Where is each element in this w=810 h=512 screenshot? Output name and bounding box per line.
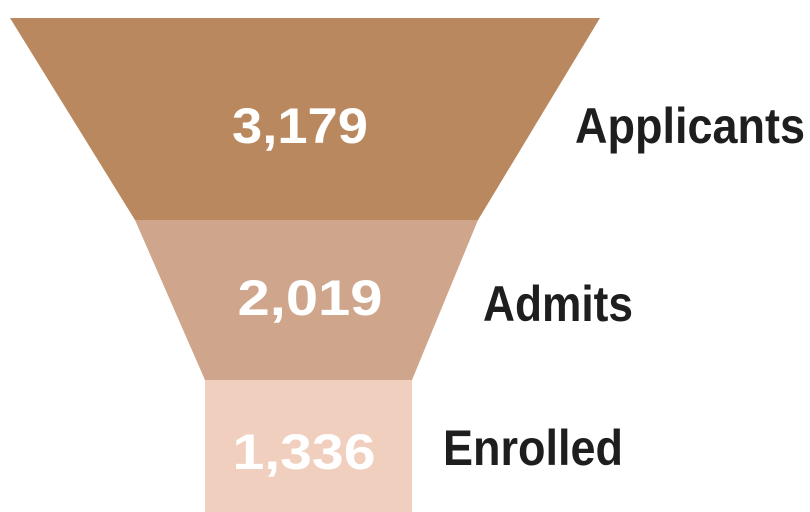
stage-label: Enrolled	[443, 420, 623, 476]
funnel-segment	[135, 220, 478, 380]
funnel-segment	[10, 18, 600, 220]
funnel-segment	[205, 380, 412, 512]
value-label: 2,019	[238, 270, 383, 326]
stage-label: Applicants	[575, 98, 805, 154]
value-label: 1,336	[233, 424, 376, 480]
value-label: 3,179	[232, 98, 368, 154]
stage-label: Admits	[483, 276, 633, 332]
